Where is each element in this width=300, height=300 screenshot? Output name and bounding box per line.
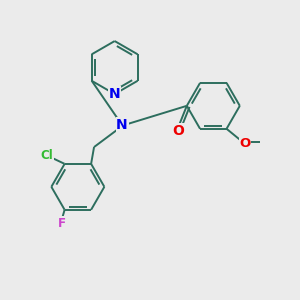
Text: F: F [58, 217, 66, 230]
Text: N: N [116, 118, 128, 132]
Text: N: N [108, 87, 120, 101]
Text: O: O [239, 137, 251, 150]
Text: O: O [172, 124, 184, 138]
Text: Cl: Cl [40, 148, 53, 161]
